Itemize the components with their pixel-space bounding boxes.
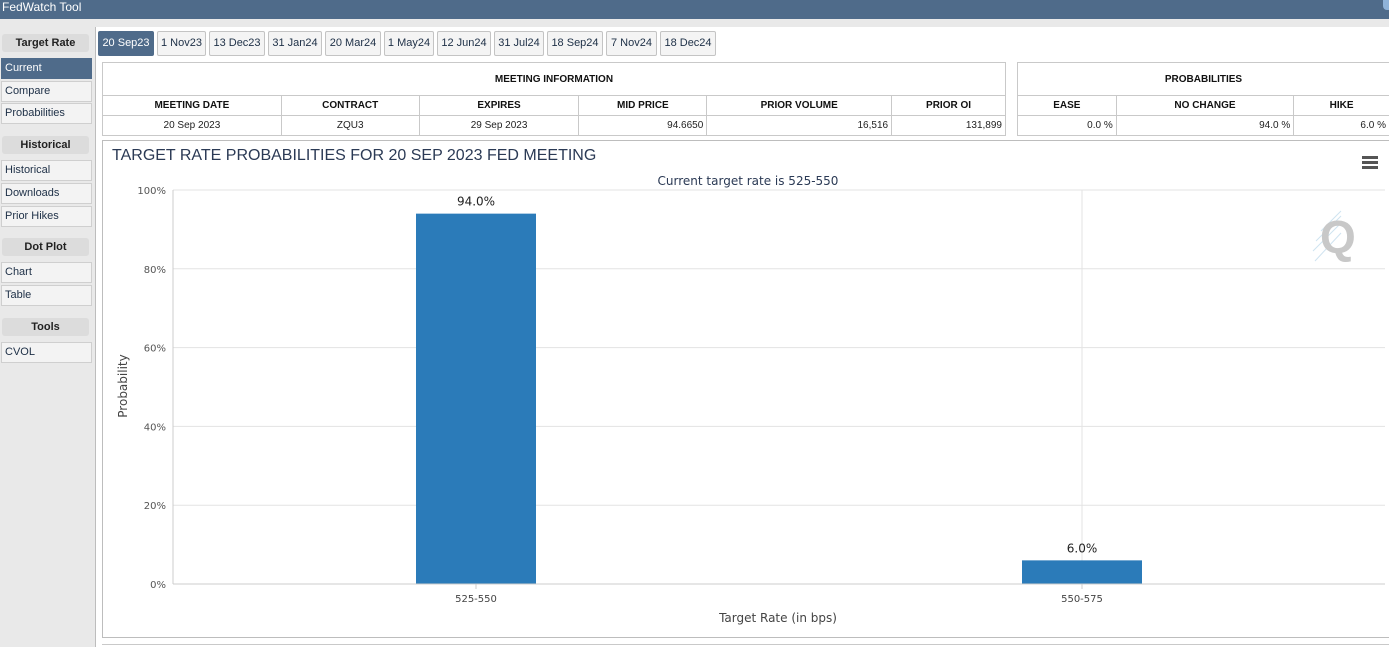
sidebar-item-downloads[interactable]: Downloads	[1, 183, 92, 204]
sidebar-item-chart[interactable]: Chart	[1, 262, 92, 283]
chart-panel: TARGET RATE PROBABILITIES FOR 20 SEP 202…	[102, 140, 1389, 638]
x-tick-label: 550-575	[1061, 594, 1103, 605]
sidebar-item-probabilities[interactable]: Probabilities	[1, 103, 92, 124]
tab-20-mar24[interactable]: 20 Mar24	[325, 31, 381, 56]
tab-1-nov23[interactable]: 1 Nov23	[157, 31, 206, 56]
y-axis-ticks: 0% 20% 40% 60% 80% 100%	[137, 186, 166, 591]
cell-prior-volume: 16,516	[706, 115, 893, 136]
y-axis-label: Probability	[116, 354, 130, 417]
chart-title: TARGET RATE PROBABILITIES FOR 20 SEP 202…	[112, 147, 597, 164]
cell-no-change: 94.0 %	[1115, 115, 1295, 136]
share-icon[interactable]	[1383, 0, 1389, 10]
hamburger-menu-icon[interactable]	[1362, 156, 1378, 170]
cell-ease: 0.0 %	[1017, 115, 1117, 136]
chart-gridlines	[172, 189, 1385, 585]
col-mid-price: MID PRICE	[578, 95, 708, 116]
sidebar-header-target-rate: Target Rate	[2, 34, 89, 52]
cell-hike: 6.0 %	[1293, 115, 1389, 136]
y-tick-label: 60%	[144, 344, 166, 355]
tab-12-jun24[interactable]: 12 Jun24	[437, 31, 491, 56]
col-contract: CONTRACT	[280, 95, 420, 116]
table-row: 20 Sep 2023 ZQU3 29 Sep 2023 94.6650 16,…	[102, 115, 1006, 136]
sidebar-header-dot-plot: Dot Plot	[2, 238, 89, 256]
sidebar-header-historical: Historical	[2, 136, 89, 154]
data-label: 94.0%	[457, 195, 495, 209]
main-panel: 20 Sep23 1 Nov23 13 Dec23 31 Jan24 20 Ma…	[95, 27, 1389, 647]
col-no-change: NO CHANGE	[1115, 95, 1295, 116]
col-ease: EASE	[1017, 95, 1117, 116]
probability-bar-chart: Q Current target rate is 525-550 0% 20% 40…	[116, 174, 1385, 625]
x-axis-label: Target Rate (in bps)	[718, 611, 837, 625]
cell-meeting-date: 20 Sep 2023	[102, 115, 282, 136]
bar-525-550[interactable]	[416, 213, 536, 584]
y-tick-label: 80%	[144, 265, 166, 276]
sidebar: Target Rate Current Compare Probabilitie…	[0, 27, 93, 647]
tab-1-may24[interactable]: 1 May24	[384, 31, 434, 56]
meeting-information-caption: MEETING INFORMATION	[102, 62, 1006, 96]
cell-prior-oi: 131,899	[891, 115, 1006, 136]
svg-text:Q: Q	[1320, 211, 1356, 263]
sidebar-item-current[interactable]: Current	[1, 58, 92, 79]
cell-contract: ZQU3	[280, 115, 420, 136]
col-expires: EXPIRES	[418, 95, 580, 116]
chart-subtitle: Current target rate is 525-550	[658, 174, 839, 188]
x-axis: 525-550 550-575	[173, 583, 1385, 605]
y-tick-label: 100%	[137, 186, 166, 197]
bar-550-575[interactable]	[1022, 560, 1142, 584]
col-prior-volume: PRIOR VOLUME	[706, 95, 893, 116]
tab-7-nov24[interactable]: 7 Nov24	[606, 31, 657, 56]
tab-13-dec23[interactable]: 13 Dec23	[209, 31, 265, 56]
quikstrike-q-logo: Q	[1312, 210, 1356, 263]
col-meeting-date: MEETING DATE	[102, 95, 282, 116]
y-tick-label: 0%	[150, 580, 166, 591]
tab-31-jan24[interactable]: 31 Jan24	[268, 31, 322, 56]
chart-bars: 94.0% 6.0%	[416, 195, 1142, 584]
y-tick-label: 20%	[144, 501, 166, 512]
tab-18-sep24[interactable]: 18 Sep24	[547, 31, 603, 56]
tab-18-dec24[interactable]: 18 Dec24	[660, 31, 716, 56]
data-label: 6.0%	[1067, 541, 1098, 555]
cell-expires: 29 Sep 2023	[418, 115, 580, 136]
sidebar-item-prior-hikes[interactable]: Prior Hikes	[1, 206, 92, 227]
sidebar-item-compare[interactable]: Compare	[1, 81, 92, 102]
bottom-panel-edge	[102, 644, 1389, 647]
sidebar-item-historical[interactable]: Historical	[1, 160, 92, 181]
table-row: 0.0 % 94.0 % 6.0 %	[1017, 115, 1389, 136]
probabilities-table: PROBABILITIES EASE NO CHANGE HIKE 0.0 % …	[1017, 62, 1389, 136]
x-tick-label: 525-550	[455, 594, 497, 605]
y-tick-label: 40%	[144, 422, 166, 433]
meeting-information-table: MEETING INFORMATION MEETING DATE CONTRAC…	[102, 62, 1006, 136]
sidebar-item-table[interactable]: Table	[1, 285, 92, 306]
col-hike: HIKE	[1293, 95, 1389, 116]
sidebar-item-cvol[interactable]: CVOL	[1, 342, 92, 363]
tab-31-jul24[interactable]: 31 Jul24	[494, 31, 544, 56]
probabilities-caption: PROBABILITIES	[1017, 62, 1389, 96]
app-title: FedWatch Tool	[2, 0, 82, 14]
sidebar-header-tools: Tools	[2, 318, 89, 336]
tab-20-sep23[interactable]: 20 Sep23	[98, 31, 154, 56]
app-title-bar: FedWatch Tool	[0, 0, 1389, 19]
col-prior-oi: PRIOR OI	[891, 95, 1006, 116]
cell-mid-price: 94.6650	[578, 115, 708, 136]
